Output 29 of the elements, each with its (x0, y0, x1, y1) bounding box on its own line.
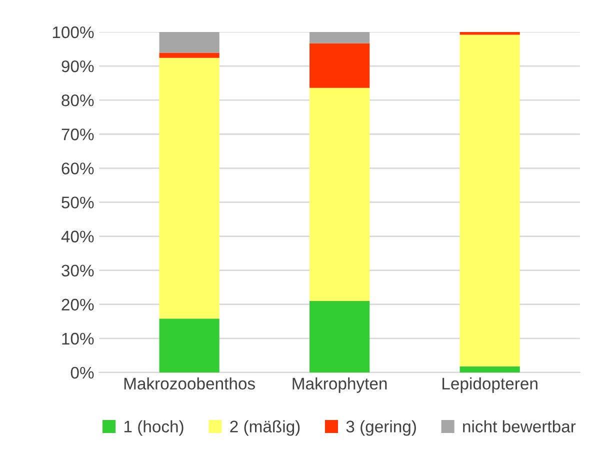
bar (159, 58, 220, 319)
y-tick-label: 60% (62, 162, 94, 174)
bar (310, 300, 370, 372)
bar (310, 88, 370, 301)
bar (159, 32, 220, 53)
legend-label: 2 (mäßig) (230, 420, 300, 436)
bar (460, 32, 520, 35)
bar (159, 318, 220, 372)
y-tick-label: 50% (62, 196, 94, 208)
y-tick-label: 10% (62, 332, 94, 345)
legend-label: 1 (hoch) (124, 420, 184, 436)
bar (310, 32, 370, 44)
bar (460, 366, 520, 372)
x-tick-label: Makrozoobenthos (124, 377, 255, 390)
y-tick-label: 80% (62, 94, 94, 106)
legend-label: 3 (gering) (346, 420, 416, 436)
y-tick-label: 40% (61, 230, 94, 242)
y-tick-label: 70% (62, 128, 94, 140)
bar (159, 52, 220, 58)
y-tick-label: 0% (70, 366, 94, 379)
y-tick-label: 90% (62, 60, 94, 72)
y-tick-label: 20% (62, 298, 94, 311)
bar (460, 34, 520, 366)
legend-label: nicht bewertbar (463, 420, 576, 432)
y-tick-label: 100% (52, 26, 94, 38)
y-tick-label: 30% (62, 264, 94, 277)
bar (310, 43, 370, 88)
x-tick-label: Lepidopteren (442, 377, 538, 393)
x-tick-label: Makrophyten (292, 377, 387, 393)
